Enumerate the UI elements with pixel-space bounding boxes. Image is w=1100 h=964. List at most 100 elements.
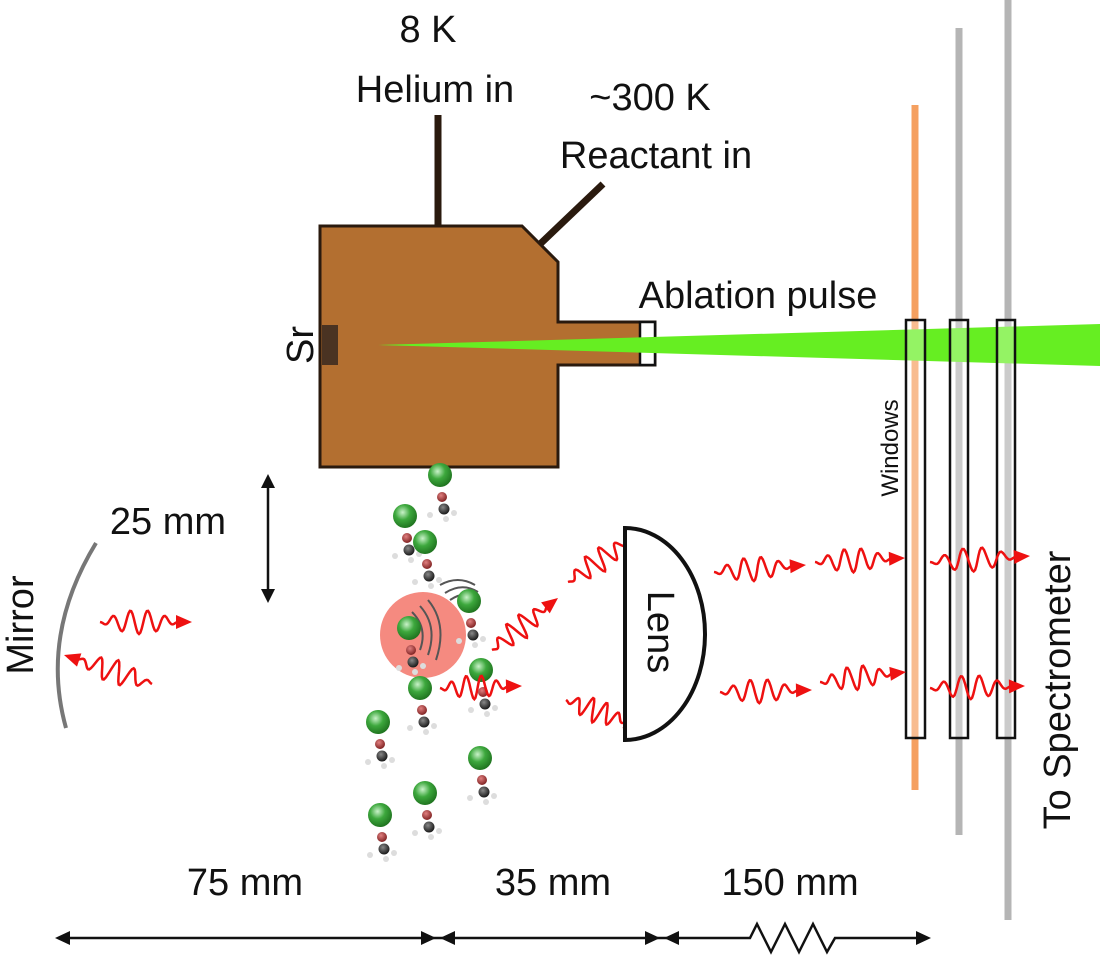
- molecule: [367, 803, 397, 862]
- hydrogen-atom: [396, 665, 402, 671]
- metal-atom: [393, 504, 417, 528]
- helium-in-label: Helium in: [356, 69, 514, 111]
- molecule: [467, 746, 497, 805]
- hydrogen-atom: [412, 830, 418, 836]
- hydrogen-atom: [423, 729, 429, 735]
- mirror-label: Mirror: [0, 575, 42, 675]
- hydrogen-atom: [367, 852, 373, 858]
- reactant-temperature-label: ~300 K: [589, 77, 711, 119]
- molecules: [365, 463, 498, 862]
- carbon-atom: [423, 570, 435, 582]
- photon-arrow: [819, 664, 906, 692]
- oxygen-atom: [417, 705, 427, 715]
- hydrogen-atom: [436, 577, 442, 583]
- metal-atom: [469, 658, 493, 682]
- hydrogen-atom: [431, 723, 437, 729]
- photon-arrow: [814, 547, 905, 575]
- sr-target: [322, 325, 338, 365]
- hydrogen-atom: [428, 834, 434, 840]
- hydrogen-atom: [436, 828, 442, 834]
- hydrogen-atom: [412, 669, 418, 675]
- reactant-inlet-tube: [535, 181, 606, 249]
- oxygen-atom: [375, 739, 385, 749]
- vertical-distance-label: 25 mm: [110, 501, 226, 543]
- molecule: [392, 504, 422, 563]
- sr-target-label: Sr: [280, 326, 322, 364]
- to-spectrometer-label: To Spectrometer: [1037, 550, 1079, 829]
- molecule: [396, 616, 426, 675]
- hydrogen-atom: [391, 850, 397, 856]
- photons: [64, 533, 1030, 729]
- carbon-atom: [378, 843, 390, 855]
- metal-atom: [428, 463, 452, 487]
- hydrogen-atom: [480, 636, 486, 642]
- carbon-atom: [479, 698, 491, 710]
- hydrogen-atom: [472, 642, 478, 648]
- photon-arrow: [719, 678, 812, 705]
- oxygen-atom: [422, 559, 432, 569]
- carbon-atom: [376, 750, 388, 762]
- molecule: [407, 676, 437, 735]
- window-3: [995, 318, 1017, 740]
- molecule: [468, 658, 498, 717]
- lens-label: Lens: [639, 591, 681, 673]
- hydrogen-atom: [492, 705, 498, 711]
- hydrogen-atom: [468, 707, 474, 713]
- metal-atom: [408, 676, 432, 700]
- carbon-atom: [418, 716, 430, 728]
- hydrogen-atom: [451, 510, 457, 516]
- hydrogen-atom: [443, 516, 449, 522]
- vertical-dimension-arrow: [261, 474, 275, 603]
- oxygen-atom: [377, 832, 387, 842]
- oxygen-atom: [402, 533, 412, 543]
- hydrogen-atom: [483, 799, 489, 805]
- metal-atom: [397, 616, 421, 640]
- hydrogen-atom: [491, 793, 497, 799]
- hydrogen-atom: [383, 856, 389, 862]
- photon-arrow: [929, 546, 1030, 574]
- photon-arrow: [491, 598, 558, 652]
- lens: [623, 525, 707, 743]
- horizontal-dimension-line: [55, 921, 931, 955]
- metal-atom: [457, 589, 481, 613]
- hydrogen-atom: [467, 795, 473, 801]
- hydrogen-atom: [408, 557, 414, 563]
- distance-150-label: 150 mm: [721, 862, 858, 904]
- distance-75-label: 75 mm: [187, 862, 303, 904]
- hydrogen-atom: [484, 711, 490, 717]
- hydrogen-atom: [407, 725, 413, 731]
- molecule: [427, 463, 457, 522]
- metal-atom: [413, 530, 437, 554]
- reactant-in-label: Reactant in: [560, 135, 752, 177]
- carbon-atom: [423, 821, 435, 833]
- carbon-atom: [407, 656, 419, 668]
- carbon-atom: [467, 629, 479, 641]
- oxygen-atom: [466, 618, 476, 628]
- hydrogen-atom: [427, 512, 433, 518]
- ablation-pulse-label: Ablation pulse: [639, 275, 878, 317]
- hydrogen-atom: [381, 763, 387, 769]
- hydrogen-atom: [389, 757, 395, 763]
- window-1: [904, 318, 927, 740]
- molecule: [365, 710, 395, 769]
- oxygen-atom: [406, 645, 416, 655]
- helium-temperature-label: 8 K: [399, 9, 456, 51]
- metal-atom: [366, 710, 390, 734]
- hydrogen-atom: [428, 583, 434, 589]
- carbon-atom: [478, 786, 490, 798]
- metal-atom: [468, 746, 492, 770]
- photon-arrow: [99, 609, 192, 636]
- hydrogen-atom: [420, 663, 426, 669]
- photon-arrow: [929, 674, 1025, 701]
- oxygen-atom: [437, 492, 447, 502]
- window-2: [948, 318, 970, 740]
- oxygen-atom: [422, 810, 432, 820]
- hydrogen-atom: [365, 759, 371, 765]
- hydrogen-atom: [412, 579, 418, 585]
- metal-atom: [368, 803, 392, 827]
- photon-arrow: [64, 653, 153, 687]
- molecule: [412, 530, 442, 589]
- molecule: [412, 781, 442, 840]
- photon-arrow: [439, 674, 522, 702]
